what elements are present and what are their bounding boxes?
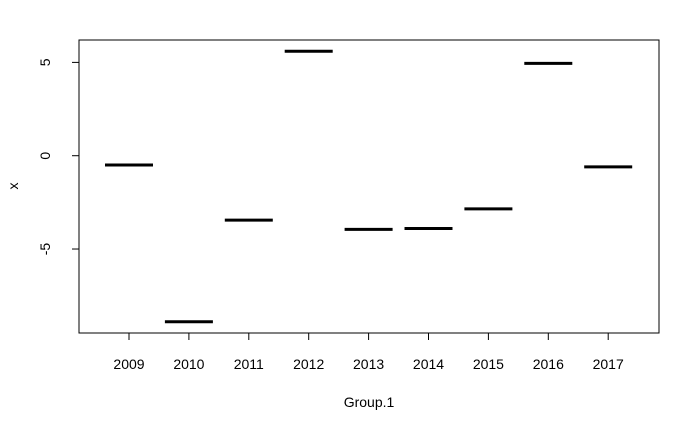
data-marks — [105, 49, 633, 324]
y-tick-label: -5 — [37, 243, 53, 256]
x-tick-label: 2017 — [593, 356, 624, 372]
x-tick-label: 2010 — [173, 356, 204, 372]
x-tick-label: 2009 — [113, 356, 144, 372]
x-tick-label: 2016 — [533, 356, 564, 372]
x-tick-label: 2012 — [293, 356, 324, 372]
x-tick-label: 2011 — [234, 356, 264, 372]
x-axis-label: Group.1 — [344, 394, 395, 410]
plot-frame — [78, 39, 660, 334]
x-tick-label: 2015 — [473, 356, 504, 372]
y-axis: -5 0 5 — [37, 58, 79, 255]
y-axis-label: x — [5, 183, 21, 190]
x-axis: 2009 2010 2011 2012 2013 2014 2015 2016 2017 — [113, 333, 624, 372]
x-tick-label: 2014 — [413, 356, 444, 372]
x-tick-label: 2013 — [353, 356, 384, 372]
y-tick-label: 0 — [37, 152, 53, 160]
y-tick-label: 5 — [37, 58, 53, 66]
